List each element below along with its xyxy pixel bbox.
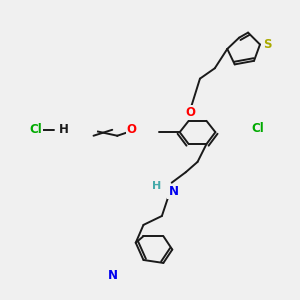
Text: N: N bbox=[108, 269, 118, 282]
Text: ethoxy: ethoxy bbox=[116, 129, 120, 130]
Text: N: N bbox=[168, 185, 178, 198]
Text: H: H bbox=[59, 123, 69, 136]
Text: Cl: Cl bbox=[29, 123, 42, 136]
Text: O: O bbox=[127, 123, 136, 136]
Text: H: H bbox=[152, 181, 161, 191]
Text: O: O bbox=[185, 106, 195, 119]
Text: Cl: Cl bbox=[251, 122, 264, 135]
Text: S: S bbox=[263, 38, 272, 51]
